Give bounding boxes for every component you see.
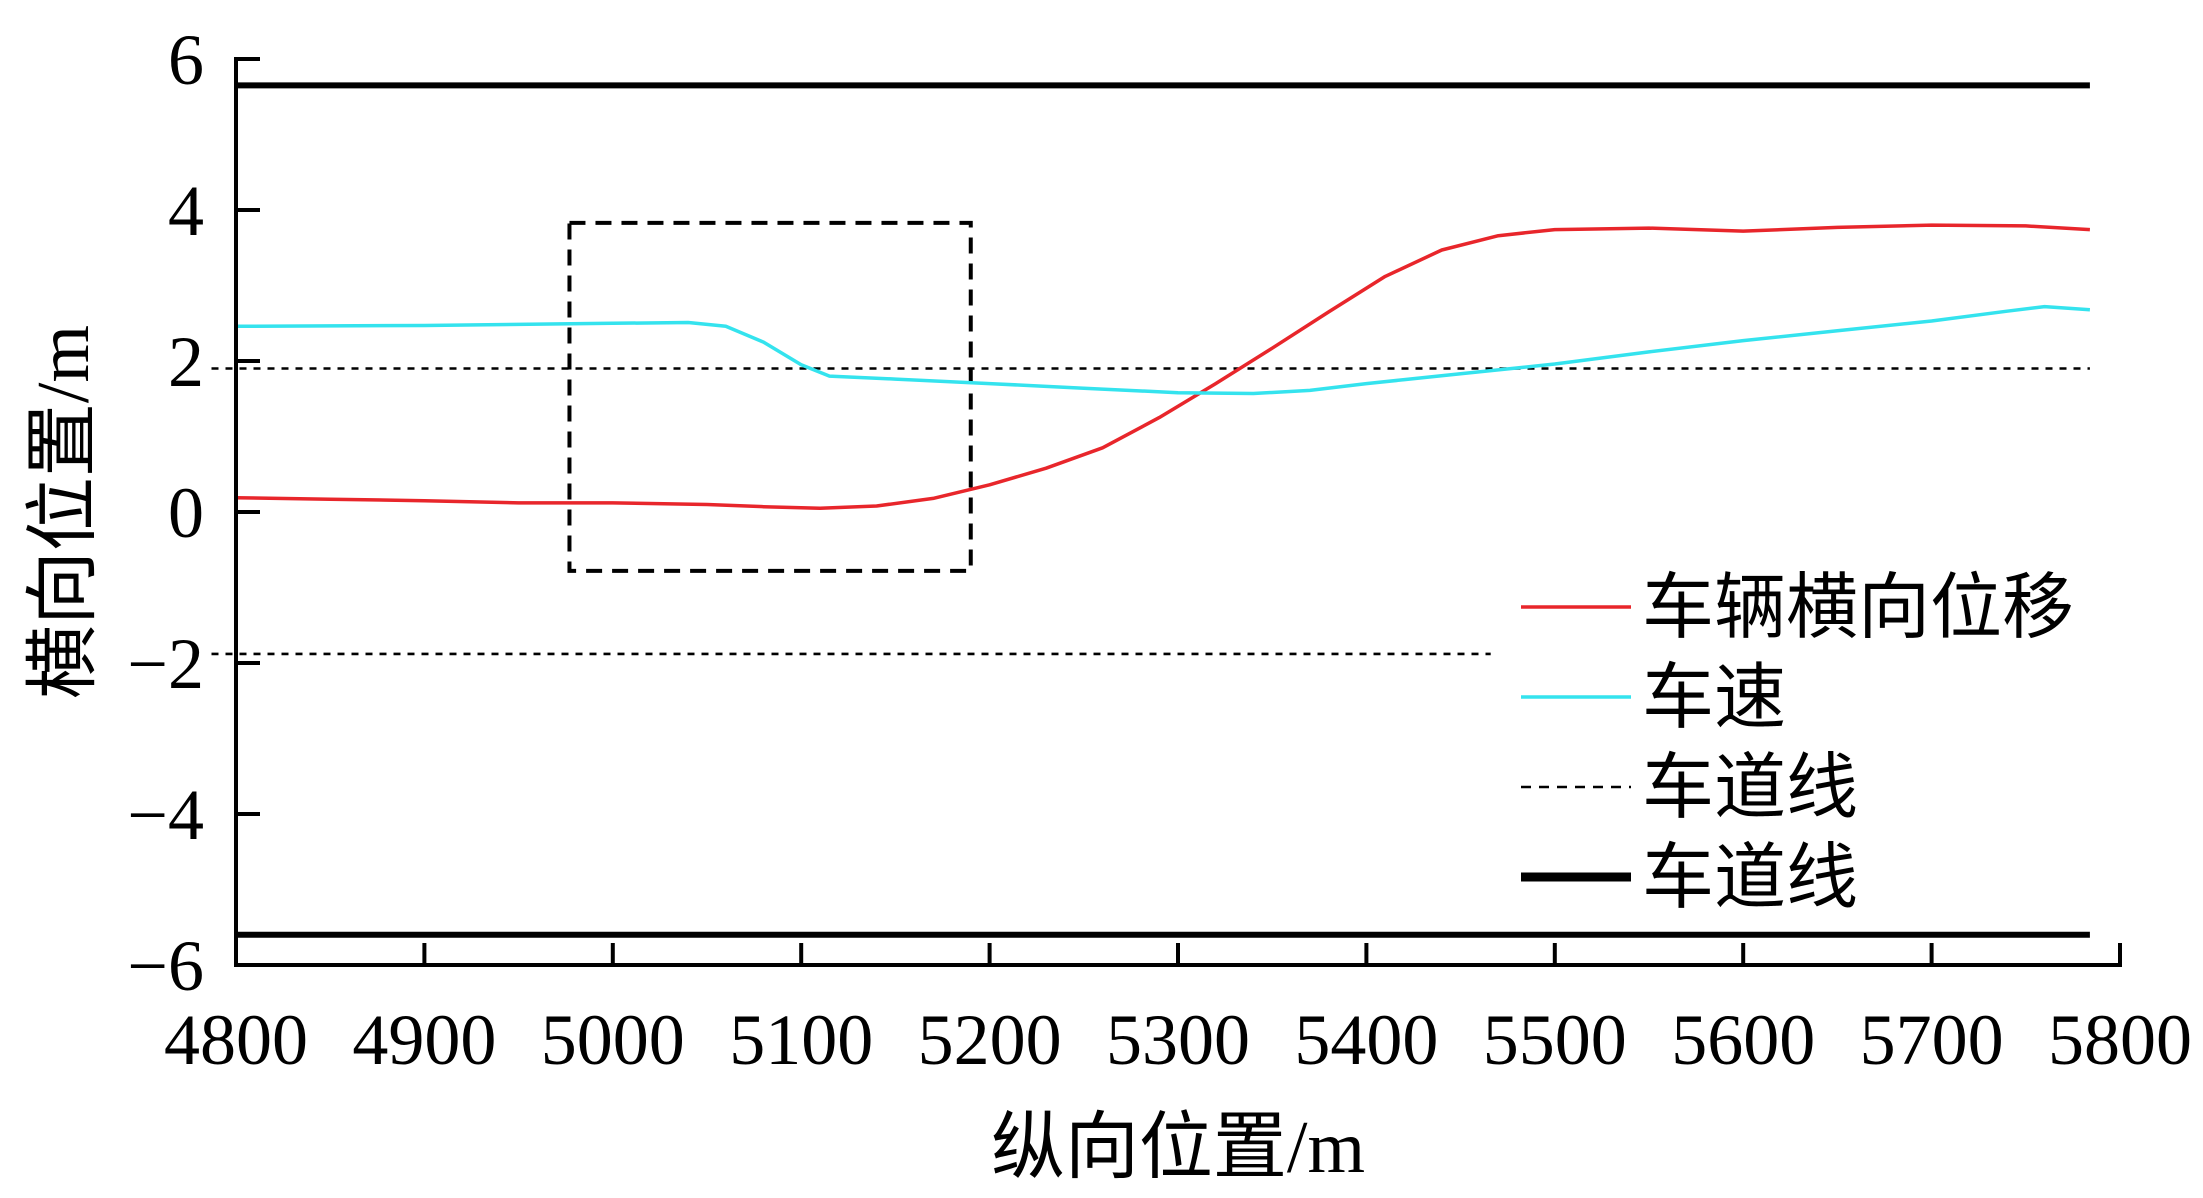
x-tick-label: 4900 <box>352 1000 496 1080</box>
legend-label-lane-thick: 车道线 <box>1642 838 1858 918</box>
x-tick-label: 5000 <box>541 1000 685 1080</box>
y-tick-label: 2 <box>168 322 204 402</box>
x-tick-label: 5100 <box>729 1000 873 1080</box>
x-tick-label: 5700 <box>1860 1000 2004 1080</box>
y-tick-label: −2 <box>127 624 204 704</box>
x-tick-label: 5500 <box>1483 1000 1627 1080</box>
legend: 车辆横向位移 车速 车道线 车道线 <box>1521 568 2074 918</box>
y-tick-label: 4 <box>168 171 204 251</box>
x-tick-label: 5600 <box>1671 1000 1815 1080</box>
tick-labels: 4800 4900 5000 5100 5200 5300 5400 5500 5600 5700… <box>127 20 2192 1080</box>
legend-label-speed: 车速 <box>1642 658 1786 738</box>
y-axis-title: 横向位置/m <box>23 325 105 699</box>
axes <box>234 57 2122 967</box>
y-tick-label: 0 <box>168 473 204 553</box>
y-tick-label: −4 <box>127 775 204 855</box>
x-axis-title: 纵向位置/m <box>991 1107 1365 1189</box>
dashed-highlight-box-0 <box>567 220 973 573</box>
x-tick-label: 5800 <box>2048 1000 2192 1080</box>
legend-label-lateral-displacement: 车辆横向位移 <box>1642 568 2074 648</box>
x-tick-label: 5200 <box>918 1000 1062 1080</box>
y-tick-label: −6 <box>127 926 204 1006</box>
y-tick-label: 6 <box>168 20 204 100</box>
series-0-line-0 <box>235 223 2091 510</box>
series-lines <box>235 223 2091 510</box>
lane-lines <box>211 82 2090 938</box>
x-tick-label: 5300 <box>1106 1000 1250 1080</box>
legend-label-lane-dotted: 车道线 <box>1642 748 1858 828</box>
x-tick-label: 4800 <box>164 1000 308 1080</box>
annotations <box>567 220 973 573</box>
x-tick-label: 5400 <box>1294 1000 1438 1080</box>
series-1-line-0 <box>235 304 2091 396</box>
